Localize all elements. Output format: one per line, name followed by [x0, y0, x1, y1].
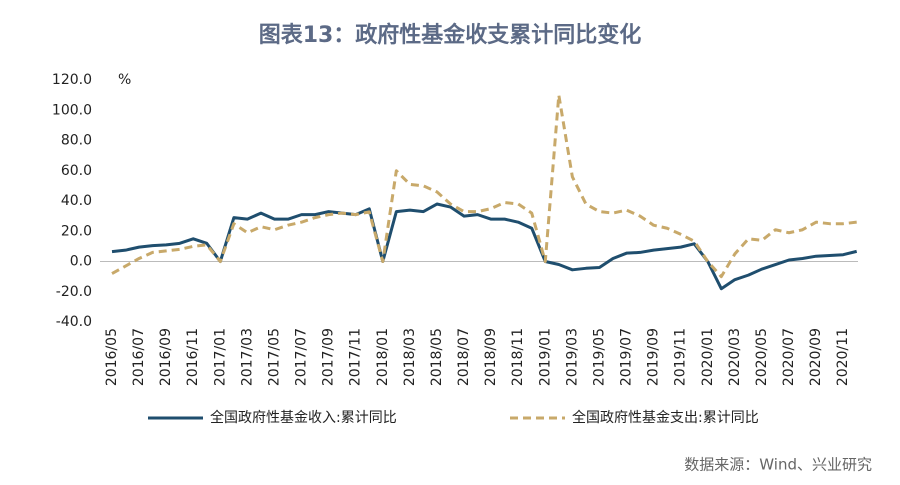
x-tick-label: 2016/07: [131, 328, 147, 386]
y-tick-label: -20.0: [56, 284, 92, 300]
x-tick-label: 2017/09: [321, 328, 337, 386]
x-tick-label: 2018/05: [429, 328, 445, 386]
legend-label: 全国政府性基金支出:累计同比: [572, 409, 759, 426]
x-tick-label: 2020/05: [754, 328, 770, 386]
x-tick-label: 2016/11: [185, 328, 201, 386]
x-tick-label: 2020/01: [700, 328, 716, 386]
x-tick-label: 2018/09: [483, 328, 499, 386]
x-tick-label: 2019/07: [619, 328, 635, 386]
x-tick-label: 2020/11: [835, 328, 851, 386]
x-tick-label: 2018/01: [375, 328, 391, 386]
x-tick-label: 2018/11: [510, 328, 526, 386]
x-tick-label: 2017/03: [239, 328, 255, 386]
x-tick-label: 2016/09: [158, 328, 174, 386]
x-tick-label: 2020/09: [808, 328, 824, 386]
y-tick-label: 80.0: [61, 133, 92, 149]
y-tick-label: -40.0: [56, 314, 92, 330]
x-tick-label: 2018/03: [402, 328, 418, 386]
x-tick-label: 2017/05: [266, 328, 282, 386]
x-tick-label: 2019/05: [591, 328, 607, 386]
y-unit: %: [118, 72, 131, 88]
x-tick-label: 2019/01: [537, 328, 553, 386]
x-tick-label: 2018/07: [456, 328, 472, 386]
x-tick-label: 2017/11: [348, 328, 364, 386]
y-tick-label: 0.0: [70, 254, 92, 270]
y-tick-label: 60.0: [61, 163, 92, 179]
series-line: [111, 93, 857, 279]
y-tick-label: 40.0: [61, 193, 92, 209]
source: 数据来源：Wind、兴业研究: [684, 456, 872, 474]
x-tick-label: 2019/11: [673, 328, 689, 386]
x-tick-label: 2019/03: [564, 328, 580, 386]
y-tick-label: 20.0: [61, 223, 92, 239]
x-tick-label: 2019/09: [646, 328, 662, 386]
x-tick-label: 2017/07: [294, 328, 310, 386]
x-tick-label: 2016/05: [104, 328, 120, 386]
chart-title: 图表13：政府性基金收支累计同比变化: [259, 22, 642, 48]
series-line: [111, 202, 858, 291]
x-tick-label: 2020/03: [727, 328, 743, 386]
y-tick-label: 120.0: [52, 72, 92, 88]
x-tick-label: 2020/07: [781, 328, 797, 386]
y-tick-label: 100.0: [52, 102, 92, 118]
legend-label: 全国政府性基金收入:累计同比: [210, 409, 397, 426]
x-tick-label: 2017/01: [212, 328, 228, 386]
